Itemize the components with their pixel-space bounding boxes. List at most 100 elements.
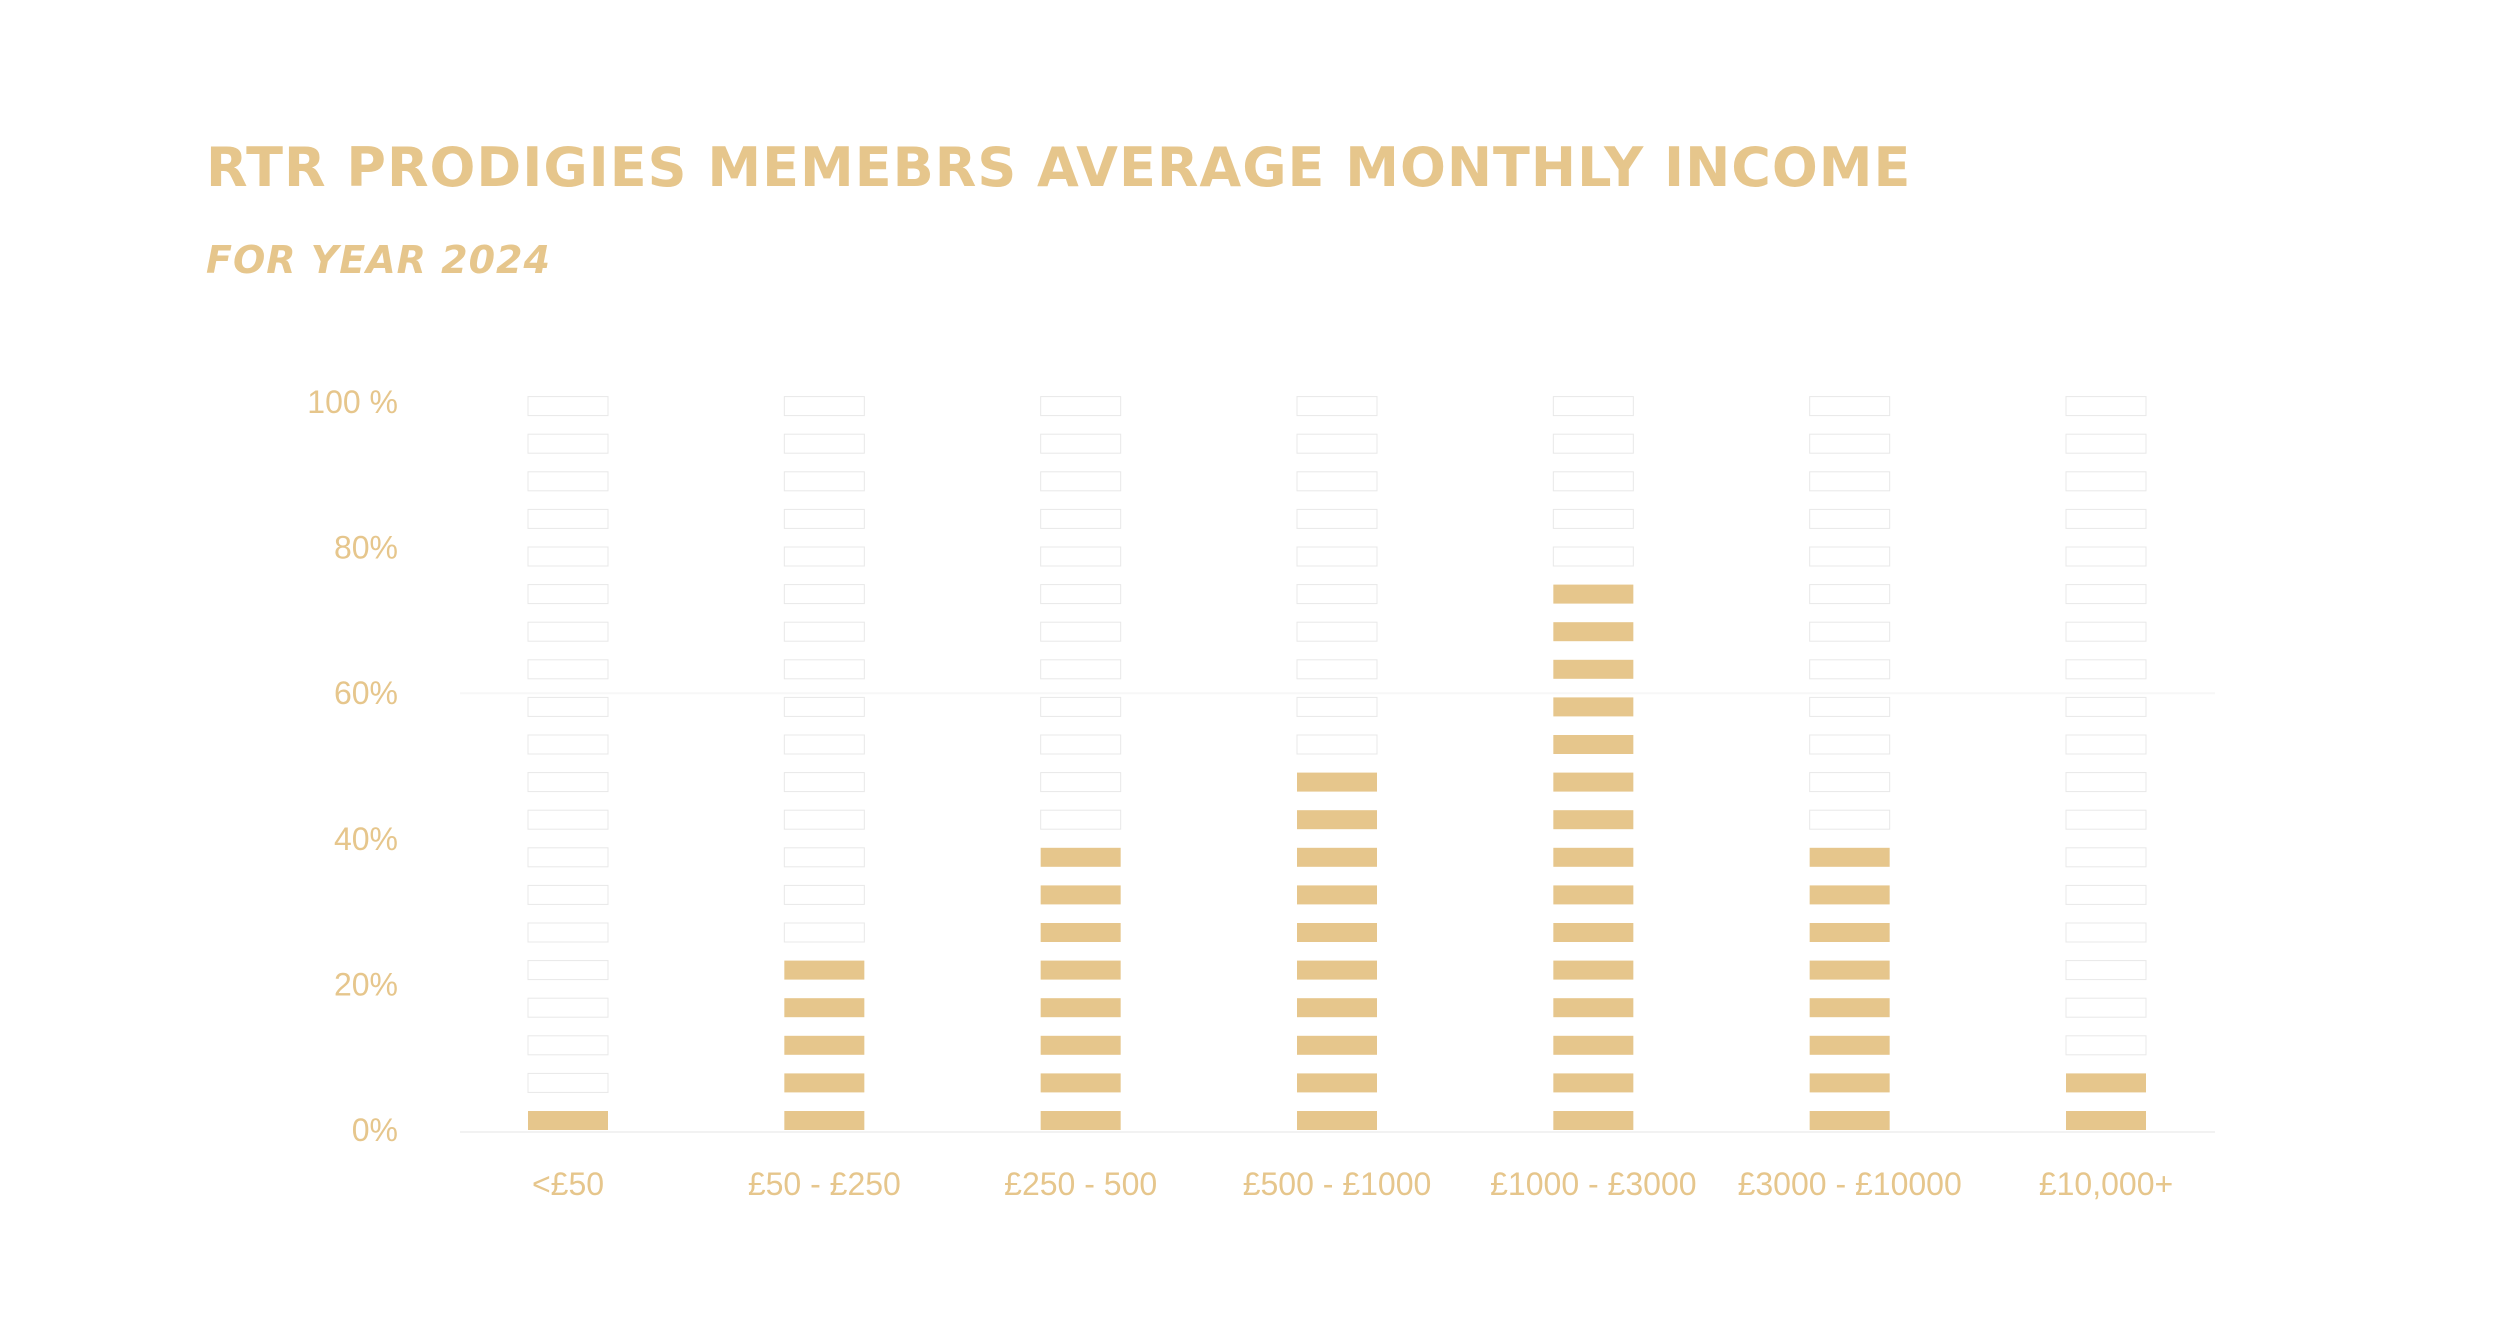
bar-segment-empty [527,696,609,717]
y-axis: 0% 20% 40% 60% 80% 100 % [307,384,398,1148]
bar-segment-empty [2065,997,2147,1018]
bar-segment-empty [2065,772,2147,793]
bar-segment-empty [527,960,609,981]
bar-segment-filled [1297,960,1377,980]
bar-segment-empty [1040,508,1122,529]
bar-segment-empty [1040,584,1122,605]
bar-segment-empty [527,809,609,830]
bar-segment-empty [1296,546,1378,567]
bar-1 [783,396,865,1130]
bar-segment-filled [1809,1073,1890,1093]
bar-segment-filled [1297,772,1377,792]
bar-segment-empty [1809,584,1891,605]
y-tick-label: 20% [334,966,398,1002]
bar-segment-empty [1296,433,1378,454]
bar-segment-empty [2065,922,2147,943]
bar-segment-filled [1553,584,1634,604]
bar-segment-empty [1296,696,1378,717]
bar-segment-empty [527,396,609,417]
bar-segment-empty [2065,809,2147,830]
bar-segment-filled [1040,885,1121,905]
bar-segment-filled [1553,847,1634,867]
bar-segment-empty [2065,884,2147,905]
bar-segment-filled [1809,998,1890,1018]
bar-segment-filled [1553,1073,1634,1093]
bar-segment-filled [1553,923,1634,942]
bar-segment-empty [1040,433,1122,454]
bar-segment-empty [2065,508,2147,529]
bar-segment-empty [783,433,865,454]
bar-segment-empty [527,471,609,492]
bar-segment-filled [2066,1073,2146,1093]
bar-segment-empty [2065,960,2147,981]
bar-segment-empty [1296,621,1378,642]
bar-segment-empty [783,884,865,905]
bar-segment-empty [783,508,865,529]
bar-segment-filled [1553,622,1634,642]
bar-segment-empty [1809,396,1891,417]
bar-segment-filled [1040,1035,1121,1055]
bar-segment-empty [1040,396,1122,417]
bar-5 [1809,396,1891,1130]
bar-segment-empty [1040,659,1122,680]
bar-segment-empty [1552,471,1634,492]
bar-segment-filled [1809,847,1890,867]
bar-segment-filled [1553,998,1634,1018]
bar-segment-filled [1040,1111,1121,1130]
bar-segment-empty [783,621,865,642]
bar-segment-empty [2065,584,2147,605]
bar-segment-filled [1297,885,1377,905]
bar-segment-filled [1553,735,1634,754]
chart-subtitle: FOR YEAR 2024 [206,238,551,282]
bar-segment-empty [527,508,609,529]
bars-layer [527,396,2147,1130]
bar-segment-filled [1553,772,1634,792]
bar-segment-empty [2065,696,2147,717]
bar-segment-empty [2065,621,2147,642]
bar-segment-empty [1809,508,1891,529]
bar-segment-empty [1809,809,1891,830]
bar-segment-filled [1040,998,1121,1018]
bar-segment-empty [2065,659,2147,680]
bar-segment-empty [527,884,609,905]
bar-segment-empty [1040,546,1122,567]
bar-segment-filled [1553,697,1634,717]
bar-segment-filled [784,960,865,980]
bar-segment-empty [2065,433,2147,454]
bar-6 [2065,396,2147,1130]
bar-segment-filled [1297,1111,1377,1130]
bar-segment-filled [1553,1035,1634,1055]
bar-segment-filled [1553,659,1634,679]
bar-segment-filled [1809,1111,1890,1130]
bar-segment-filled [784,1073,865,1093]
x-tick-label: £10,000+ [2039,1166,2173,1202]
bar-segment-empty [783,734,865,755]
bar-segment-empty [783,696,865,717]
bar-segment-empty [1552,433,1634,454]
bar-2 [1040,396,1122,1130]
bar-segment-empty [1040,471,1122,492]
bar-segment-filled [784,1111,865,1130]
y-tick-label: 100 % [307,384,398,420]
bar-segment-empty [527,922,609,943]
bar-segment-empty [1296,508,1378,529]
bar-segment-empty [1552,508,1634,529]
bar-segment-empty [1809,772,1891,793]
bar-segment-filled [1553,885,1634,905]
y-tick-label: 80% [334,530,398,566]
chart-title: RTR PRODIGIES MEMEBRS AVERAGE MONTHLY IN… [206,136,1912,199]
bar-0 [527,396,609,1130]
bar-segment-empty [2065,734,2147,755]
bar-segment-empty [527,997,609,1018]
bar-segment-filled [1040,847,1121,867]
bar-segment-empty [1552,546,1634,567]
bar-segment-empty [1809,433,1891,454]
bar-segment-empty [1040,772,1122,793]
bar-segment-empty [527,772,609,793]
bar-segment-filled [784,998,865,1018]
bar-segment-empty [1296,396,1378,417]
bar-segment-filled [1553,810,1634,830]
bar-segment-empty [527,659,609,680]
bar-segment-empty [783,772,865,793]
x-tick-label: £250 - 500 [1004,1166,1157,1202]
